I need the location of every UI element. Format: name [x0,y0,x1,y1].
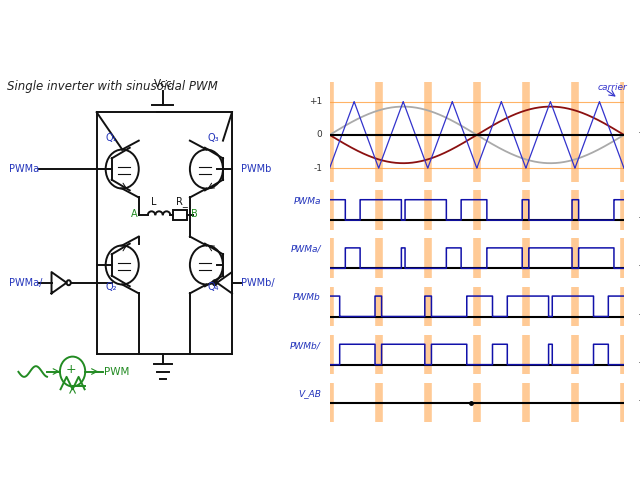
Text: PWMb/: PWMb/ [241,278,275,288]
Text: t: t [639,397,640,408]
Text: 0: 0 [317,131,323,139]
Text: +: + [66,363,76,376]
Text: t: t [639,264,640,273]
Text: B: B [191,209,198,219]
Text: t: t [639,130,640,140]
Text: t: t [639,312,640,322]
Text: R_: R_ [177,197,188,207]
Text: PWMa: PWMa [293,197,321,206]
Text: Q₄: Q₄ [208,282,220,292]
Text: PWMa/: PWMa/ [291,245,321,254]
Text: carrier: carrier [598,83,627,92]
Text: PWMa/: PWMa/ [10,278,43,288]
Text: PWMb: PWMb [293,293,321,302]
Text: Q₃: Q₃ [208,132,220,143]
Text: PWMb/: PWMb/ [290,341,321,350]
Text: Single inverter with sinusoidal PWM: Single inverter with sinusoidal PWM [7,80,218,93]
Text: Q₁: Q₁ [106,132,117,143]
Text: Q₂: Q₂ [106,282,117,292]
Text: A: A [131,209,138,219]
Text: Vcc: Vcc [154,79,172,89]
Text: V_AB: V_AB [298,389,321,398]
Text: t: t [639,215,640,225]
Text: t: t [639,360,640,370]
Text: PWMb: PWMb [241,164,271,174]
Text: L: L [151,197,156,206]
Text: +1: +1 [309,97,323,106]
Text: PWM: PWM [104,367,129,376]
Text: -1: -1 [313,164,323,173]
Text: PWMa: PWMa [10,164,40,174]
